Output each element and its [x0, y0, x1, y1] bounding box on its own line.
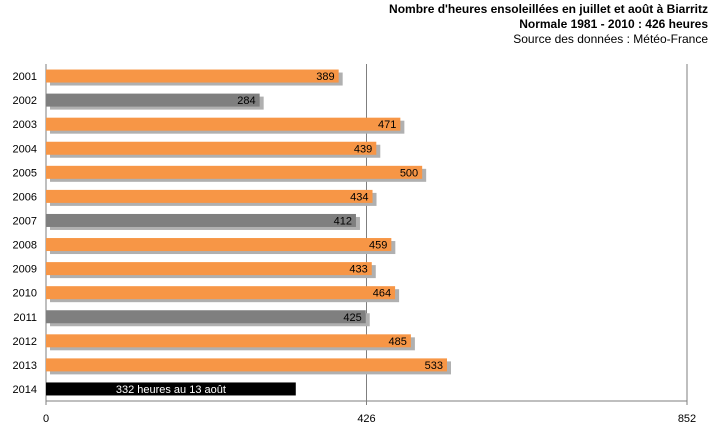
data-label: 500	[400, 167, 418, 179]
bar	[46, 93, 260, 107]
data-label: 425	[343, 312, 361, 324]
y-tick-label: 2001	[13, 71, 37, 83]
bar	[46, 358, 448, 372]
bar	[46, 69, 339, 83]
y-tick-label: 2010	[13, 288, 37, 300]
data-label: 389	[316, 71, 334, 83]
x-tick-label: 852	[678, 413, 696, 425]
x-tick-label: 426	[357, 413, 375, 425]
y-tick-label: 2013	[13, 360, 37, 372]
chart-source: Source des données : Météo-France	[513, 32, 708, 46]
y-tick-label: 2012	[13, 336, 37, 348]
bar	[46, 117, 401, 131]
bar	[46, 213, 356, 227]
bar	[46, 238, 392, 252]
chart-title: Nombre d'heures ensoleillées en juillet …	[389, 2, 708, 16]
bar	[46, 382, 296, 396]
data-label: 439	[354, 143, 372, 155]
y-tick-label: 2004	[13, 143, 37, 155]
bar	[46, 141, 377, 155]
data-label: 284	[237, 95, 255, 107]
bar	[46, 286, 396, 300]
bar	[46, 165, 423, 179]
chart-subtitle: Normale 1981 - 2010 : 426 heures	[519, 17, 708, 31]
bar	[46, 262, 372, 276]
bar	[46, 334, 411, 348]
y-tick-label: 2005	[13, 167, 37, 179]
data-label: 464	[373, 288, 391, 300]
data-label: 434	[350, 191, 368, 203]
data-label: 471	[378, 119, 396, 131]
data-label: 332 heures au 13 août	[116, 384, 226, 396]
bar	[46, 310, 366, 324]
y-tick-label: 2006	[13, 191, 37, 203]
y-tick-label: 2014	[13, 384, 37, 396]
data-label: 412	[334, 215, 352, 227]
y-tick-label: 2007	[13, 215, 37, 227]
data-label: 533	[425, 360, 443, 372]
data-label: 485	[389, 336, 407, 348]
y-tick-label: 2008	[13, 240, 37, 252]
y-tick-label: 2009	[13, 264, 37, 276]
data-label: 459	[369, 240, 387, 252]
chart-titles: Nombre d'heures ensoleillées en juillet …	[389, 2, 708, 47]
y-tick-label: 2011	[13, 312, 37, 324]
y-tick-label: 2003	[13, 119, 37, 131]
data-label: 433	[349, 264, 367, 276]
bar	[46, 189, 373, 203]
x-tick-label: 0	[43, 413, 49, 425]
y-tick-label: 2002	[13, 95, 37, 107]
